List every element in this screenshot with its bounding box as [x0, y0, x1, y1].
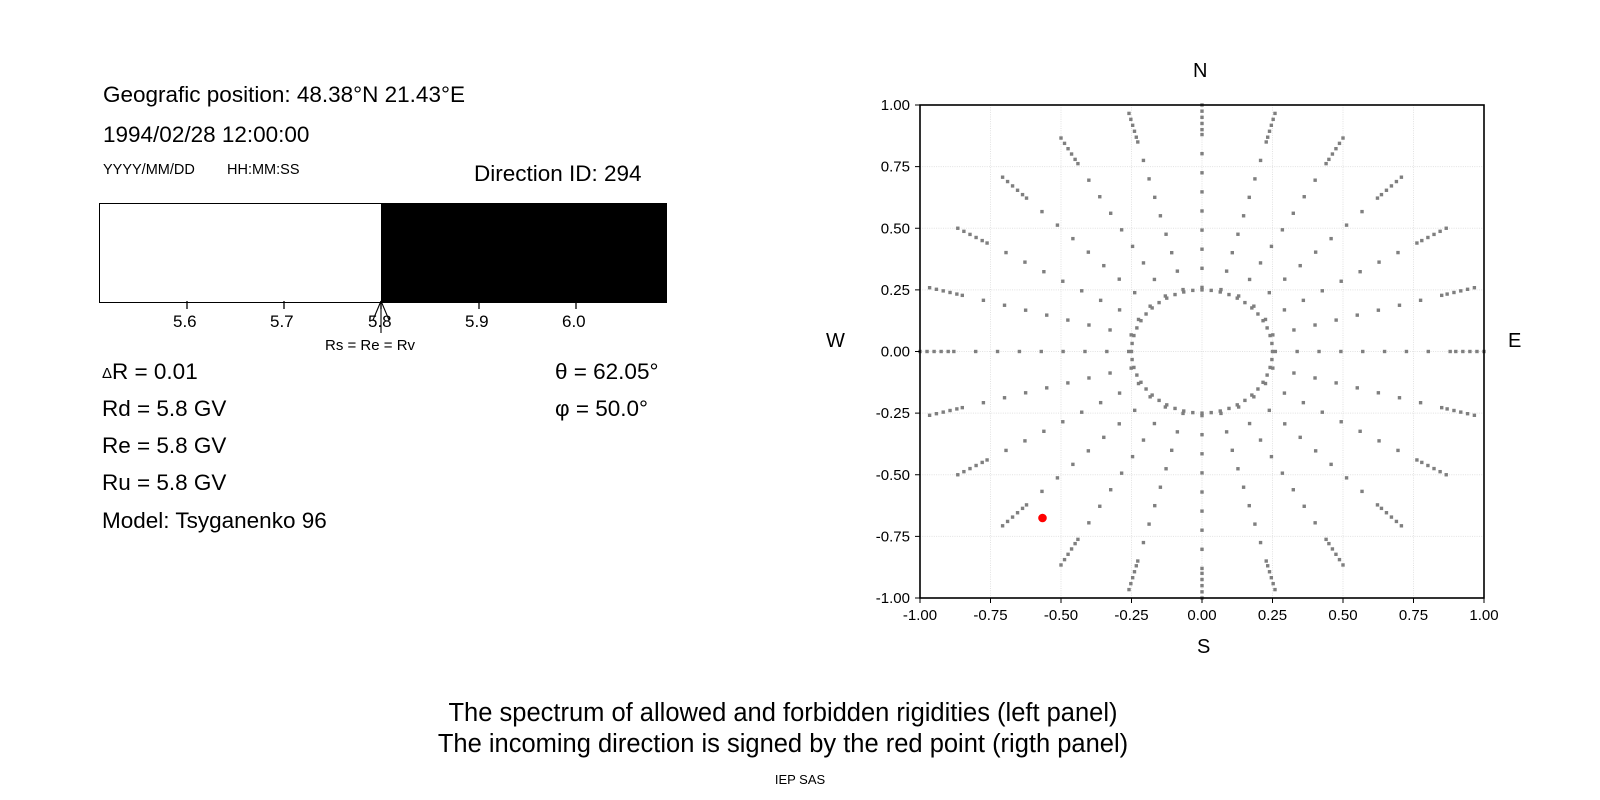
svg-text:-0.75: -0.75: [973, 607, 1007, 624]
svg-text:-0.50: -0.50: [876, 467, 910, 484]
svg-text:0.00: 0.00: [1187, 607, 1216, 624]
svg-text:1.00: 1.00: [881, 97, 910, 114]
svg-text:-1.00: -1.00: [903, 607, 937, 624]
svg-text:0.50: 0.50: [1328, 607, 1357, 624]
svg-text:-0.25: -0.25: [876, 405, 910, 422]
svg-text:-0.25: -0.25: [1114, 607, 1148, 624]
svg-text:0.25: 0.25: [1258, 607, 1287, 624]
svg-text:-0.75: -0.75: [876, 528, 910, 545]
svg-text:1.00: 1.00: [1469, 607, 1498, 624]
svg-text:0.75: 0.75: [1399, 607, 1428, 624]
svg-text:0.25: 0.25: [881, 282, 910, 299]
svg-text:0.75: 0.75: [881, 159, 910, 176]
svg-text:0.00: 0.00: [881, 344, 910, 361]
svg-text:-0.50: -0.50: [1044, 607, 1078, 624]
svg-text:0.50: 0.50: [881, 220, 910, 237]
svg-text:-1.00: -1.00: [876, 590, 910, 607]
